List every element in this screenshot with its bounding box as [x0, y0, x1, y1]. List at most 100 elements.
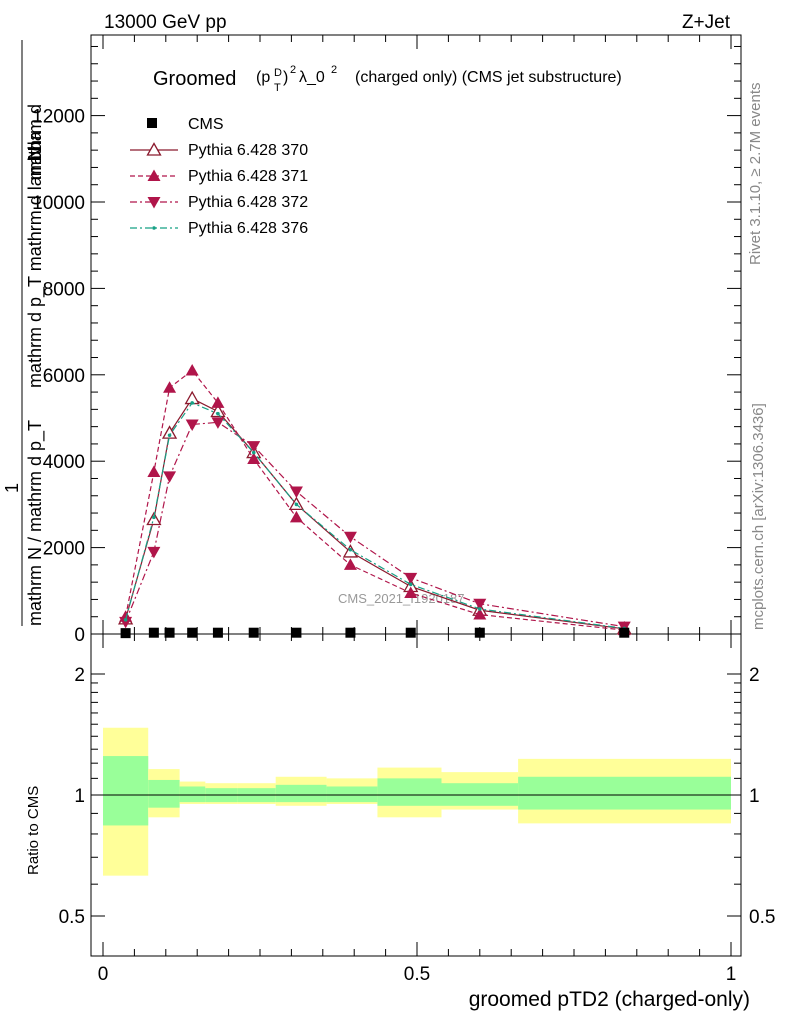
series-point-376: [123, 617, 128, 622]
mcplots-label: mcplots.cern.ch [arXiv:1306.3436]: [750, 403, 767, 630]
cms-data-point: [474, 627, 485, 638]
ratio-band-inner: [179, 786, 206, 803]
y-title-d-pt-dlambda: mathrm d p_T mathrm d lambda: [25, 130, 46, 388]
cms-data-point: [405, 627, 416, 638]
cms-data-point: [212, 627, 223, 638]
main-y-title: mathrm N / mathrm d p_T 1 mathrm d p_T m…: [2, 40, 46, 626]
cms-data-point: [345, 627, 356, 638]
cms-data-point: [148, 627, 159, 638]
legend-marker-cms: [147, 118, 157, 128]
series-point-372: [211, 417, 225, 429]
y-title-dn-top: mathrm d: [25, 104, 45, 180]
series-point-372: [163, 471, 177, 483]
cms-data-point: [164, 627, 175, 638]
cms-data-point: [187, 627, 198, 638]
x-tick-label: 1: [726, 964, 737, 985]
title-sup: D: [274, 67, 282, 79]
ratio-band-inner: [275, 784, 327, 803]
series-point-370: [210, 403, 226, 418]
y-tick-label: 2000: [43, 539, 85, 560]
legend-label-371: Pythia 6.428 371: [188, 168, 308, 185]
cms-data-point: [291, 627, 302, 638]
ratio-y-tick-label-right: 2: [749, 665, 760, 686]
series-point-371: [163, 381, 177, 393]
legend-label-376: Pythia 6.428 376: [188, 220, 308, 237]
title-p: (p: [256, 69, 270, 86]
title-lambda: λ_0: [299, 69, 325, 86]
legend-marker-372: [147, 197, 161, 209]
title-exp2: 2: [331, 64, 337, 76]
series-layer: [117, 363, 632, 639]
legend: CMS Pythia 6.428 370 Pythia 6.428 371 Py…: [130, 116, 308, 237]
ratio-band-inner: [103, 756, 149, 826]
series-point-376: [190, 401, 194, 405]
legend-label-cms: CMS: [188, 116, 224, 133]
ratio-axes: 0.5 0.5 1 1 2 2 0 0.5 1: [59, 634, 775, 985]
title-rest: (charged only) (CMS jet substructure): [355, 69, 622, 86]
series-point-376: [478, 607, 482, 611]
y-tick-label: 8000: [43, 279, 85, 300]
y-tick-label: 4000: [43, 452, 85, 473]
series-point-372: [343, 531, 357, 544]
series-point-372: [289, 486, 303, 498]
ratio-y-tick-label: 2: [74, 665, 85, 686]
series-point-372: [147, 546, 161, 559]
title-close: ): [283, 69, 288, 86]
legend-marker-376: [152, 226, 156, 230]
cms-data-point: [619, 627, 630, 638]
y-title-frac-numer: 1: [2, 483, 22, 493]
y-tick-label: 6000: [43, 366, 85, 387]
title-exp: 2: [290, 64, 296, 76]
series-line-2: [125, 421, 625, 628]
legend-marker-371: [147, 169, 161, 181]
title-sub: T: [274, 82, 281, 94]
legend-label-372: Pythia 6.428 372: [188, 194, 308, 211]
x-axis-title: groomed pTD2 (charged-only): [469, 988, 750, 1011]
ratio-y-tick-label: 0.5: [59, 907, 85, 928]
series-point-376: [408, 582, 413, 587]
series-point-372: [185, 419, 199, 431]
x-tick-label: 0: [98, 964, 109, 985]
analysis-watermark: CMS_2021_I1920187: [338, 591, 465, 606]
series-point-376: [152, 515, 156, 520]
series-point-376: [294, 502, 299, 507]
ratio-y-tick-label-right: 1: [749, 786, 760, 807]
ratio-y-title: Ratio to CMS: [25, 786, 42, 875]
legend-marker-370: [146, 142, 162, 156]
rivet-version-label: Rivet 3.1.10, ≥ 2.7M events: [747, 83, 764, 266]
ratio-band-inner: [326, 786, 378, 803]
y-tick-label: 10000: [32, 193, 85, 214]
series-point-371: [289, 510, 303, 523]
ratio-band-inner: [441, 783, 519, 806]
series-point-371: [473, 608, 487, 620]
series-point-372: [247, 441, 261, 453]
ratio-y-tick-label: 1: [74, 786, 85, 807]
y-title-frac-denom: mathrm N / mathrm d p_T: [25, 420, 46, 626]
cms-data-point: [248, 627, 259, 638]
series-point-371: [185, 363, 199, 376]
title-main: Groomed: [153, 68, 236, 90]
y-tick-label: 12000: [32, 107, 85, 128]
series-point-371: [147, 465, 161, 477]
series-point-376: [251, 450, 256, 455]
series-point-372: [119, 616, 133, 629]
main-axes: 0 2000 4000 6000 8000 10000 12000: [32, 35, 741, 646]
x-tick-label: 0.5: [404, 964, 430, 985]
series-point-376: [348, 547, 353, 552]
process-label: Z+Jet: [682, 12, 731, 33]
series-point-371: [211, 396, 225, 408]
series-point-371: [404, 586, 418, 598]
ratio-band-inner: [148, 779, 180, 808]
ratio-band-inner: [377, 778, 442, 806]
series-point-371: [247, 452, 261, 465]
ratio-band-inner: [518, 776, 731, 810]
y-tick-label: 0: [74, 625, 85, 646]
cms-data-point: [120, 628, 131, 639]
chart-title: Groomed (p D T ) 2 λ_0 2 (charged only) …: [153, 64, 622, 94]
series-point-376: [216, 411, 220, 416]
series-point-372: [473, 598, 487, 611]
energy-label: 13000 GeV pp: [104, 12, 227, 33]
ratio-bands: [103, 727, 731, 876]
series-point-372: [404, 572, 418, 585]
